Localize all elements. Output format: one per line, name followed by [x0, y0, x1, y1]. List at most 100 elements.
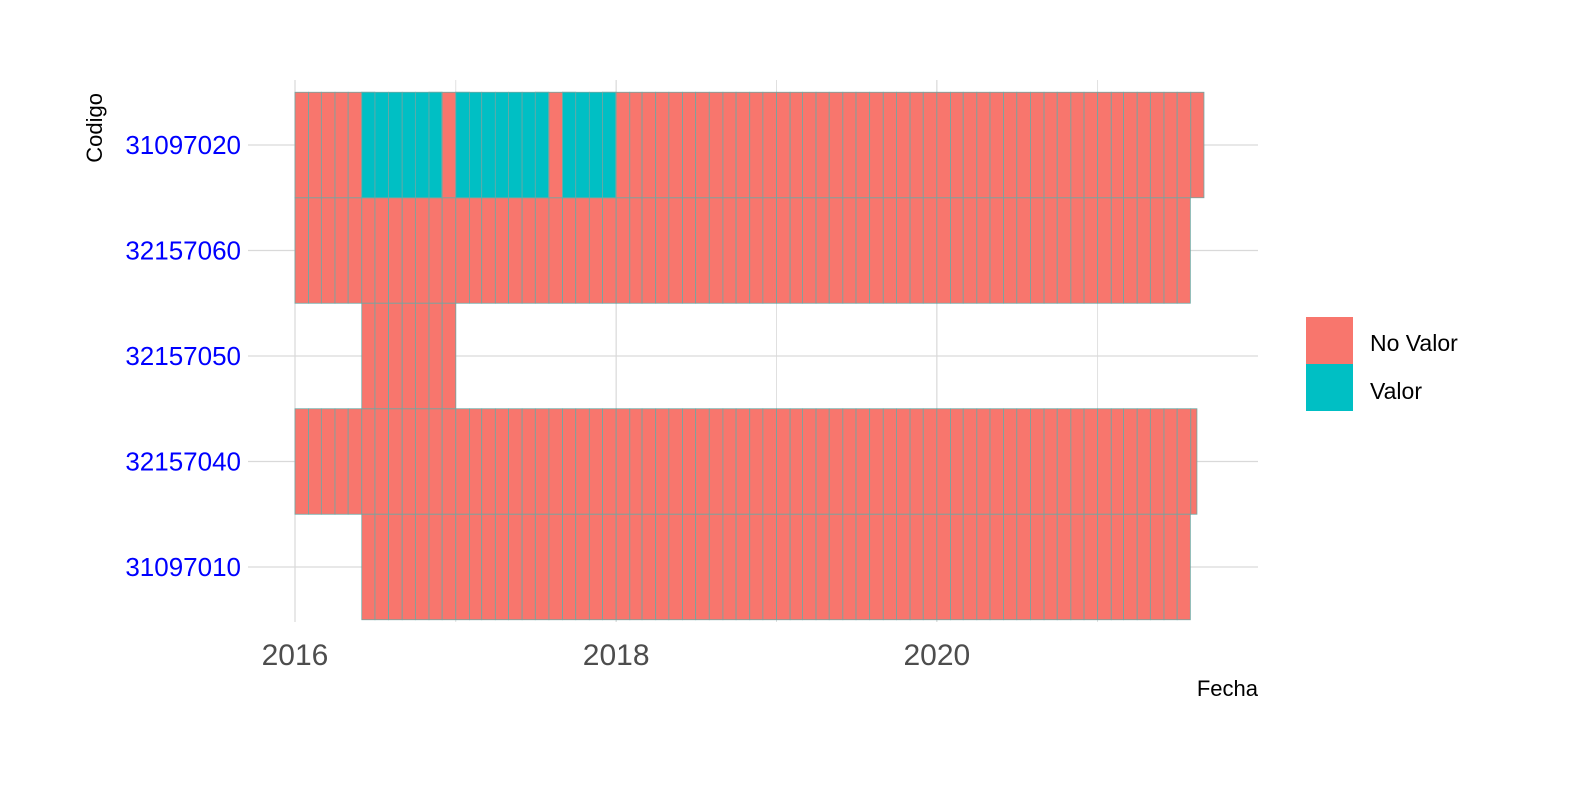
tile-31097020-no-valor [1123, 91, 1138, 199]
tile-32157040-no-valor [776, 408, 791, 515]
tile-32157060-no-valor [749, 197, 764, 304]
tile-31097020-no-valor [1136, 91, 1151, 199]
tile-32157050-no-valor [388, 302, 403, 410]
tile-31097010-no-valor [469, 513, 483, 621]
y-tick-labels: 31097020 32157060 32157050 32157040 31097010 [125, 130, 241, 582]
tile-32157060-no-valor [722, 197, 737, 304]
tile-31097020-no-valor [855, 91, 871, 199]
tile-32157040-no-valor [1070, 408, 1085, 515]
tile-32157040-no-valor [896, 408, 911, 515]
tile-32157040-no-valor [1097, 408, 1112, 515]
tile-31097020-no-valor [1097, 91, 1112, 199]
tile-31097020-valor [361, 91, 376, 199]
tile-31097020-valor [575, 91, 590, 199]
tile-31097010-no-valor [682, 513, 697, 621]
tile-31097020-valor [494, 91, 509, 199]
tile-31097010-no-valor [1110, 513, 1124, 621]
y-tick-32157060: 32157060 [125, 236, 241, 266]
tile-31097010-no-valor [1176, 513, 1191, 621]
tile-32157040-no-valor [936, 408, 951, 515]
tile-32157060-no-valor [922, 197, 938, 304]
tile-32157050-no-valor [361, 302, 376, 410]
legend-label-valor: Valor [1370, 378, 1422, 404]
tile-32157040-no-valor [1083, 408, 1099, 515]
tile-32157040-no-valor [828, 408, 844, 515]
tile-32157040-no-valor [1110, 408, 1124, 515]
tile-32157060-no-valor [735, 197, 751, 304]
tile-31097020-no-valor [641, 91, 657, 199]
tile-32157060-no-valor [441, 197, 457, 304]
tile-31097010-no-valor [695, 513, 710, 621]
tile-32157060-no-valor [1149, 197, 1165, 304]
tile-32157040-no-valor [615, 408, 631, 515]
tile-32157060-no-valor [1003, 197, 1018, 304]
tile-32157060-no-valor [1030, 197, 1045, 304]
tile-32157050-no-valor [414, 302, 430, 410]
tile-32157060-no-valor [989, 197, 1005, 304]
tile-31097020-no-valor [842, 91, 857, 199]
tile-31097010-no-valor [655, 513, 670, 621]
tile-31097020-no-valor [1163, 91, 1178, 199]
tile-31097010-no-valor [562, 513, 577, 621]
tile-31097020-no-valor [334, 91, 349, 199]
tile-31097010-no-valor [641, 513, 657, 621]
tile-31097010-no-valor [615, 513, 631, 621]
tile-32157040-no-valor [294, 408, 310, 515]
tile-32157040-no-valor [722, 408, 737, 515]
tile-31097020-no-valor [320, 91, 336, 199]
tile-32157040-no-valor [388, 408, 403, 515]
tile-31097020-valor [428, 91, 443, 199]
tile-32157040-no-valor [909, 408, 924, 515]
tile-32157050-no-valor [441, 302, 457, 410]
tile-31097020-valor [455, 91, 470, 199]
tile-31097020-no-valor [1176, 91, 1192, 199]
tile-31097010-no-valor [481, 513, 496, 621]
tile-32157060-no-valor [776, 197, 791, 304]
tile-31097020-no-valor [682, 91, 697, 199]
tile-32157040-no-valor [842, 408, 857, 515]
tile-32157060-no-valor [388, 197, 403, 304]
tile-31097010-no-valor [976, 513, 991, 621]
tile-31097010-no-valor [815, 513, 830, 621]
tile-32157060-no-valor [534, 197, 550, 304]
y-axis-title: Codigo [82, 93, 107, 163]
tile-31097010-no-valor [828, 513, 844, 621]
tile-32157060-no-valor [414, 197, 430, 304]
tile-31097010-no-valor [1030, 513, 1045, 621]
tile-31097010-no-valor [950, 513, 964, 621]
tile-31097010-no-valor [722, 513, 737, 621]
tile-31097020-no-valor [922, 91, 938, 199]
tile-31097020-no-valor [294, 91, 310, 199]
tile-32157040-no-valor [562, 408, 577, 515]
tile-32157060-no-valor [1056, 197, 1072, 304]
tile-32157040-no-valor [695, 408, 710, 515]
tile-32157040-no-valor [682, 408, 697, 515]
tile-32157060-no-valor [455, 197, 470, 304]
legend-key-no-valor [1306, 317, 1353, 364]
tile-32157060-no-valor [789, 197, 803, 304]
tile-31097020-valor [534, 91, 549, 199]
tile-31097010-no-valor [855, 513, 871, 621]
tile-31097010-no-valor [936, 513, 951, 621]
tile-31097010-no-valor [962, 513, 978, 621]
tile-31097020-no-valor [976, 91, 991, 199]
tile-31097010-no-valor [508, 513, 523, 621]
tile-31097010-no-valor [1003, 513, 1018, 621]
tile-32157040-no-valor [629, 408, 643, 515]
tile-32157040-no-valor [802, 408, 817, 515]
tile-31097010-no-valor [776, 513, 791, 621]
tile-31097010-no-valor [494, 513, 509, 621]
tile-32157060-no-valor [481, 197, 496, 304]
tile-31097010-no-valor [789, 513, 803, 621]
tile-32157060-no-valor [641, 197, 657, 304]
tile-31097020-no-valor [869, 91, 884, 199]
tile-32157060-no-valor [668, 197, 683, 304]
tile-32157060-no-valor [708, 197, 724, 304]
tile-31097020-no-valor [655, 91, 670, 199]
tile-32157060-no-valor [695, 197, 710, 304]
tile-32157060-no-valor [869, 197, 884, 304]
tile-32157060-no-valor [682, 197, 697, 304]
tile-31097010-no-valor [602, 513, 617, 621]
tile-31097020-no-valor [909, 91, 924, 199]
tile-31097010-no-valor [762, 513, 777, 621]
